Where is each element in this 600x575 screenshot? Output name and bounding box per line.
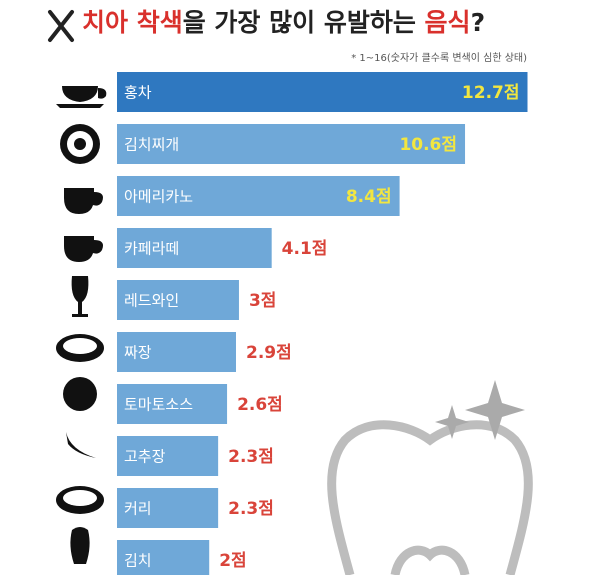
title-icon	[48, 10, 74, 42]
bar	[117, 332, 236, 372]
value-label: 2.6점	[237, 395, 283, 415]
title-part: 치아 착색	[82, 8, 183, 37]
chart-title: 치아 착색을 가장 많이 유발하는 음식?	[82, 8, 485, 37]
category-label: 고추장	[124, 448, 166, 466]
value-label: 10.6점	[399, 135, 457, 155]
category-label: 카페라떼	[124, 240, 179, 258]
value-label: 4.1점	[282, 239, 328, 259]
bar	[117, 280, 239, 320]
value-label: 8.4점	[346, 187, 392, 207]
title-part: 을 가장 많이 유발하는	[183, 8, 425, 37]
subtitle: * 1~16(숫자가 클수록 변색이 심한 상태)	[351, 52, 527, 64]
sparkle	[465, 380, 525, 440]
category-label: 아메리카노	[124, 188, 193, 206]
value-label: 2.3점	[228, 447, 274, 467]
bar	[117, 72, 528, 112]
value-label: 2점	[219, 551, 246, 571]
value-label: 2.3점	[228, 499, 274, 519]
title-part: 음식	[425, 8, 471, 37]
bar	[117, 436, 219, 476]
sparkle	[435, 405, 469, 439]
value-label: 12.7점	[462, 83, 520, 103]
bar	[117, 124, 466, 164]
tooth-decoration	[327, 420, 533, 575]
category-label: 김치찌개	[124, 136, 179, 154]
value-label: 2.9점	[246, 343, 292, 363]
title-part: ?	[471, 8, 486, 37]
category-label: 짜장	[124, 344, 152, 362]
category-label: 커리	[124, 500, 152, 518]
bar	[117, 228, 272, 268]
category-label: 레드와인	[124, 292, 179, 310]
category-label: 김치	[124, 552, 152, 570]
category-label: 홍차	[124, 84, 152, 102]
value-label: 3점	[249, 291, 276, 311]
bar	[117, 176, 400, 216]
bar	[117, 540, 210, 575]
bar	[117, 384, 228, 424]
bar	[117, 488, 219, 528]
food-icons	[56, 86, 107, 564]
category-label: 토마토소스	[124, 396, 193, 414]
